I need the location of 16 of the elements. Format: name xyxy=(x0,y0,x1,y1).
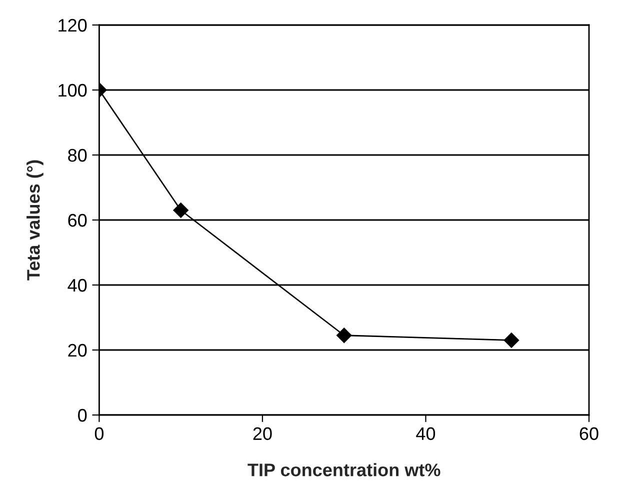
y-tick-label: 20 xyxy=(68,344,87,357)
x-tick-label: 20 xyxy=(253,427,272,440)
y-tick-label: 100 xyxy=(58,84,87,97)
y-axis-title: Teta values (°) xyxy=(26,160,44,280)
x-axis-title: TIP concentration wt% xyxy=(248,463,440,476)
point xyxy=(336,328,352,343)
point xyxy=(504,332,520,348)
point xyxy=(173,202,188,218)
y-tick-label: 120 xyxy=(58,18,87,32)
y-tick-label: 60 xyxy=(68,214,87,227)
x-tick-label: 0 xyxy=(94,427,104,440)
x-tick-label: 40 xyxy=(416,427,436,440)
y-tick-label: 80 xyxy=(68,148,87,162)
x-tick-label: 60 xyxy=(580,427,598,440)
y-tick-label: 40 xyxy=(68,278,87,292)
y-tick-label: 0 xyxy=(78,408,87,422)
